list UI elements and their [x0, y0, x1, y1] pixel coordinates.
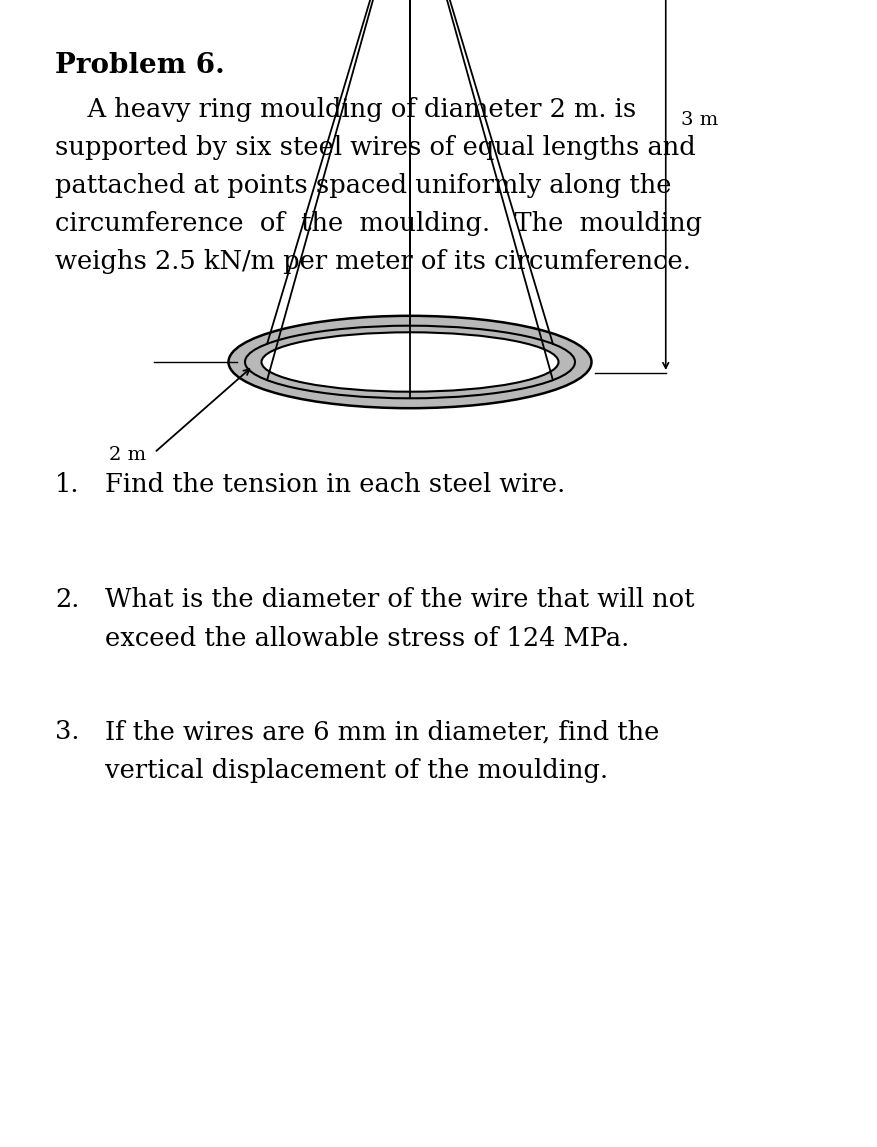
- Text: 3 m: 3 m: [680, 111, 717, 128]
- Text: 3.: 3.: [55, 719, 80, 744]
- Text: Problem 6.: Problem 6.: [55, 52, 225, 79]
- Text: A heavy ring moulding of diameter 2 m. is: A heavy ring moulding of diameter 2 m. i…: [55, 97, 636, 122]
- Ellipse shape: [228, 315, 591, 408]
- Text: 2 m: 2 m: [109, 446, 146, 463]
- Text: exceed the allowable stress of 124 MPa.: exceed the allowable stress of 124 MPa.: [105, 626, 629, 651]
- Text: What is the diameter of the wire that will not: What is the diameter of the wire that wi…: [105, 587, 694, 612]
- Text: supported by six steel wires of equal lengths and: supported by six steel wires of equal le…: [55, 135, 695, 159]
- Text: 1.: 1.: [55, 473, 80, 497]
- Text: vertical displacement of the moulding.: vertical displacement of the moulding.: [105, 758, 608, 783]
- Text: circumference  of  the  moulding.   The  moulding: circumference of the moulding. The mould…: [55, 211, 702, 236]
- Text: If the wires are 6 mm in diameter, find the: If the wires are 6 mm in diameter, find …: [105, 719, 659, 744]
- Text: 2.: 2.: [55, 587, 79, 612]
- Text: Find the tension in each steel wire.: Find the tension in each steel wire.: [105, 473, 565, 497]
- Text: pattached at points spaced uniformly along the: pattached at points spaced uniformly alo…: [55, 173, 671, 198]
- Text: weighs 2.5 kN/m per meter of its circumference.: weighs 2.5 kN/m per meter of its circumf…: [55, 249, 690, 274]
- Ellipse shape: [261, 333, 558, 391]
